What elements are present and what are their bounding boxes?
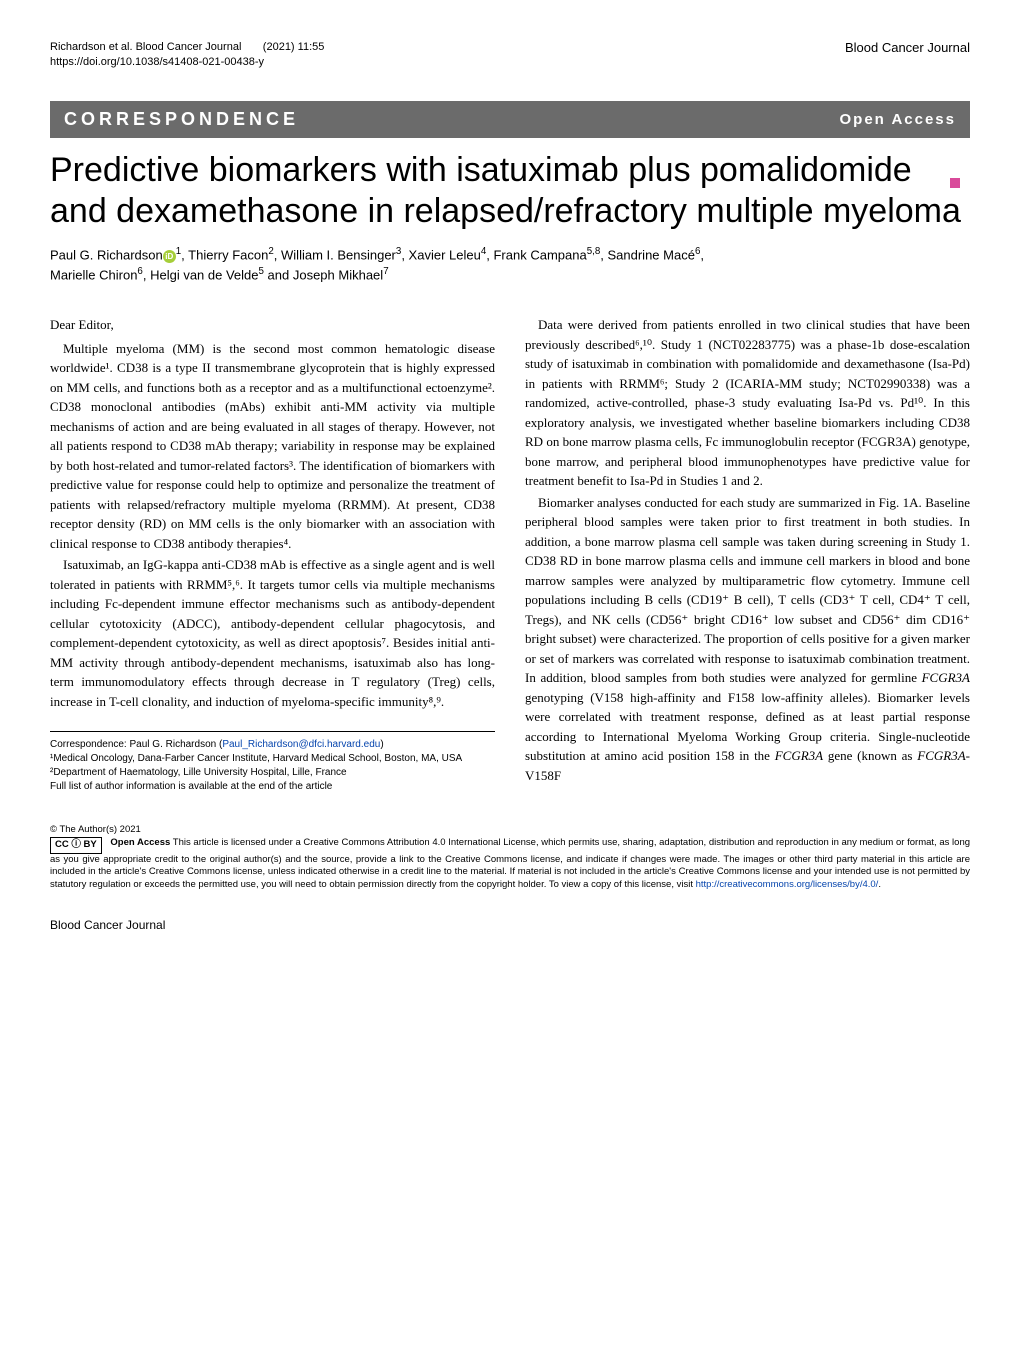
salutation: Dear Editor, [50,315,495,335]
author-8: , Helgi van de Velde [143,268,259,283]
aff-6: 6 [695,246,700,257]
aff-9: 7 [383,266,388,277]
header-citation: (2021) 11:55 [263,41,325,53]
open-access-bold: Open Access [110,837,170,848]
body-columns: Dear Editor, Multiple myeloma (MM) is th… [50,315,970,794]
corr-aff1: ¹Medical Oncology, Dana-Farber Cancer In… [50,753,462,764]
author-4: , Xavier Leleu [401,248,481,263]
corr-aff2: ²Department of Haematology, Lille Univer… [50,767,347,778]
license-url-link[interactable]: http://creativecommons.org/licenses/by/4… [696,879,879,890]
gene-3: FCGR3A [917,748,965,763]
bar-left: CORRESPONDENCE [64,109,299,130]
para4c: gene (known as [823,748,917,763]
para4a: Biomarker analyses conducted for each st… [525,495,970,686]
author-list: Paul G. Richardson1, Thierry Facon2, Wil… [50,245,970,285]
paragraph-1: Multiple myeloma (MM) is the second most… [50,339,495,554]
header-authors: Richardson et al. Blood Cancer Journal [50,41,241,53]
author-2: , Thierry Facon [181,248,268,263]
article-title: Predictive biomarkers with isatuximab pl… [50,150,970,232]
section-bar: CORRESPONDENCE Open Access [50,101,970,138]
orcid-icon[interactable] [163,250,176,263]
cc-badge-icon: CC ⓘ BY [50,837,102,854]
column-right: Data were derived from patients enrolled… [525,315,970,794]
author-5: , Frank Campana [486,248,586,263]
paragraph-3: Data were derived from patients enrolled… [525,315,970,491]
corr-line1: Correspondence: Paul G. Richardson ( [50,739,222,750]
author-1: Paul G. Richardson [50,248,163,263]
author-9: and Joseph Mikhael [264,268,383,283]
author-3: , William I. Bensinger [274,248,396,263]
running-header: Richardson et al. Blood Cancer Journal (… [50,40,970,71]
crossmark-icon[interactable] [950,178,960,188]
corr-line1b: ) [380,739,383,750]
aff-5: 5,8 [587,246,601,257]
header-doi: https://doi.org/10.1038/s41408-021-00438… [50,56,264,68]
copyright-line: © The Author(s) 2021 [50,824,970,837]
corr-email-link[interactable]: Paul_Richardson@dfci.harvard.edu [222,739,380,750]
column-left: Dear Editor, Multiple myeloma (MM) is th… [50,315,495,794]
header-left: Richardson et al. Blood Cancer Journal (… [50,40,324,71]
author-6: , Sandrine Macé [600,248,695,263]
correspondence-block: Correspondence: Paul G. Richardson (Paul… [50,731,495,794]
license-block: © The Author(s) 2021 CC ⓘ BY Open Access… [50,824,970,892]
gene-2: FCGR3A [775,748,823,763]
footer-journal: Blood Cancer Journal [50,918,970,932]
header-journal: Blood Cancer Journal [845,40,970,55]
author-7: Marielle Chiron [50,268,137,283]
gene-1: FCGR3A [922,670,970,685]
bar-right: Open Access [840,111,957,128]
paragraph-2: Isatuximab, an IgG-kappa anti-CD38 mAb i… [50,555,495,711]
paragraph-4: Biomarker analyses conducted for each st… [525,493,970,786]
corr-full-list: Full list of author information is avail… [50,781,332,792]
